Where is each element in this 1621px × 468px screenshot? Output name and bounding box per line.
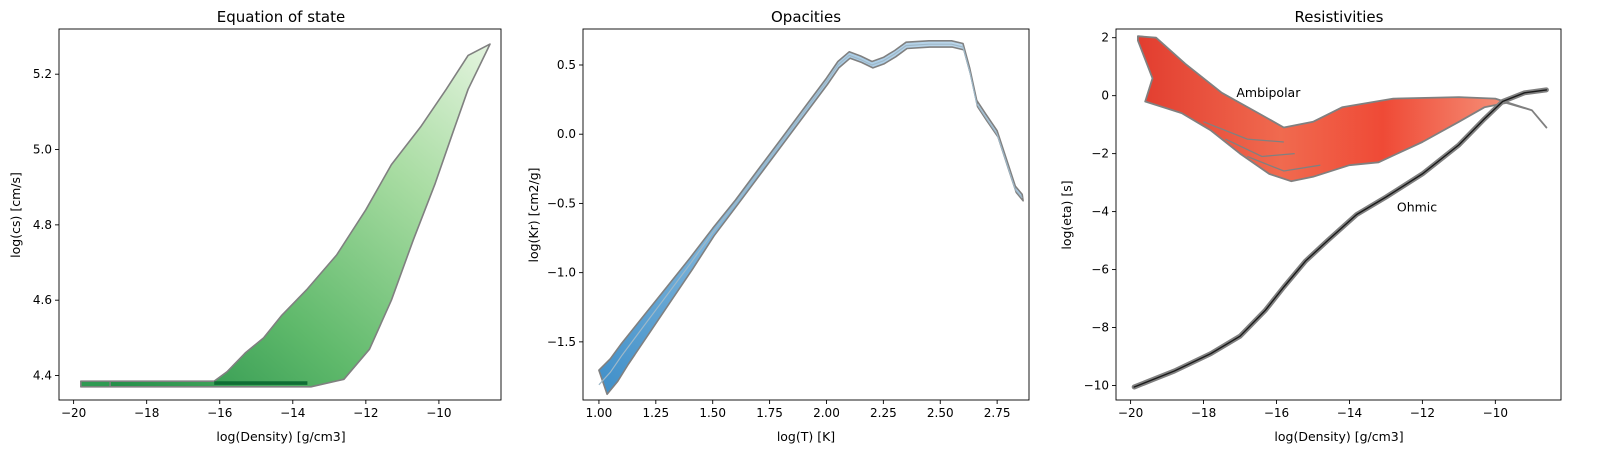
eos-density-region: [80, 43, 491, 388]
panel-equation-of-state: Equation of state log(Density) [g/cm3] l…: [8, 8, 502, 444]
y-tick-label: −6: [1091, 263, 1109, 277]
panel-opacities: Opacities log(T) [K] log(Kr) [cm2/g] 1.0…: [526, 8, 1030, 444]
x-axis-label: log(T) [K]: [777, 429, 835, 444]
chart-title: Opacities: [771, 8, 841, 26]
ambipolar-region: [1137, 35, 1548, 183]
y-tick-label: −1.0: [547, 266, 576, 280]
x-tick-label: 1.75: [756, 406, 783, 420]
annotation-ambipolar: Ambipolar: [1236, 85, 1301, 100]
panel-resistivities: Resistivities log(Density) [g/cm3] log(e…: [1059, 8, 1562, 444]
x-tick-label: −20: [61, 406, 86, 420]
chart-title: Resistivities: [1295, 8, 1384, 26]
y-tick-label: −1.5: [547, 335, 576, 349]
y-tick-label: −0.5: [547, 196, 576, 210]
x-tick-label: 1.50: [699, 406, 726, 420]
x-tick-label: −18: [134, 406, 159, 420]
x-tick-label: −14: [1337, 406, 1362, 420]
x-tick-label: −12: [1410, 406, 1435, 420]
ohmic-curve: [1133, 89, 1548, 388]
x-tick-label: −16: [1264, 406, 1289, 420]
y-tick-label: 4.8: [33, 218, 52, 232]
y-tick-label: 4.6: [33, 293, 52, 307]
x-tick-label: 2.50: [927, 406, 954, 420]
y-tick-label: 0.5: [557, 58, 576, 72]
eos-dense-base: [214, 381, 308, 385]
y-tick-label: 0: [1101, 89, 1109, 103]
x-tick-label: 2.25: [870, 406, 897, 420]
y-tick-label: 2: [1101, 31, 1109, 45]
x-tick-label: −14: [280, 406, 305, 420]
y-tick-label: 0.0: [557, 127, 576, 141]
x-axis-label: log(Density) [g/cm3]: [1274, 429, 1403, 444]
plot-frame: [58, 28, 502, 401]
y-axis-label: log(Kr) [cm2/g]: [526, 167, 541, 262]
y-tick-label: −4: [1091, 205, 1109, 219]
ambipolar-branch: [1225, 138, 1295, 158]
y-tick-label: 5.0: [33, 143, 52, 157]
x-tick-label: 2.00: [813, 406, 840, 420]
y-tick-label: 5.2: [33, 67, 52, 81]
x-tick-label: −16: [207, 406, 232, 420]
y-tick-label: −10: [1084, 379, 1109, 393]
y-tick-label: 4.4: [33, 369, 52, 383]
x-tick-label: 1.25: [642, 406, 669, 420]
plot-frame: [582, 28, 1030, 401]
opacity-curve: [598, 43, 1023, 386]
x-axis-label: log(Density) [g/cm3]: [216, 429, 345, 444]
plot-frame: [1115, 28, 1562, 401]
x-tick-label: −12: [353, 406, 378, 420]
y-tick-label: −2: [1091, 147, 1109, 161]
y-axis-label: log(eta) [s]: [1059, 180, 1074, 249]
y-tick-label: −8: [1091, 321, 1109, 335]
chart-title: Equation of state: [217, 8, 345, 26]
eos-low-density-tail: [80, 380, 111, 388]
x-tick-label: −10: [1483, 406, 1508, 420]
y-axis-label: log(cs) [cm/s]: [8, 172, 23, 258]
opacity-band: [598, 40, 1024, 396]
ambipolar-branch: [1247, 155, 1321, 172]
x-tick-label: −10: [426, 406, 451, 420]
x-tick-label: −20: [1118, 406, 1143, 420]
x-tick-label: 1.00: [586, 406, 613, 420]
annotation-ohmic: Ohmic: [1397, 200, 1437, 215]
ambipolar-branch: [1203, 121, 1284, 143]
x-tick-label: 2.75: [984, 406, 1011, 420]
x-tick-label: −18: [1191, 406, 1216, 420]
